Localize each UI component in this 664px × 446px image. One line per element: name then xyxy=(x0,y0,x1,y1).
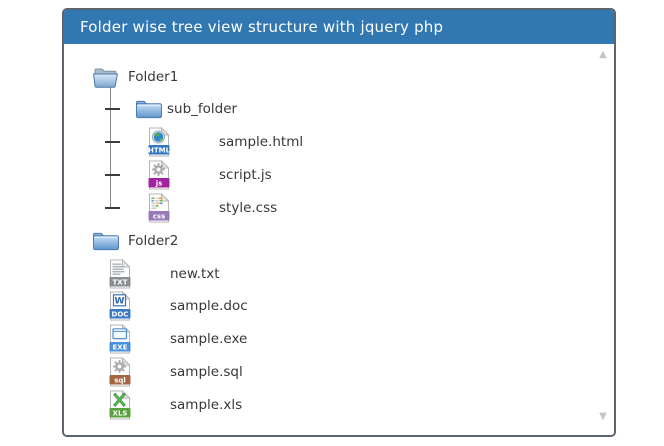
svg-text:TXT: TXT xyxy=(113,278,128,286)
tree-item-label: style.css xyxy=(219,200,278,216)
tree-item-sample-exe[interactable]: EXE sample.exe xyxy=(108,323,247,355)
tree-item-label: new.txt xyxy=(170,266,220,282)
txt-file-icon: TXT xyxy=(108,259,132,289)
tree-item-label: sample.doc xyxy=(170,298,248,314)
css-file-icon: css xyxy=(147,193,171,223)
svg-text:css: css xyxy=(153,212,165,220)
tree-branch-line xyxy=(110,78,111,208)
tree-item-folder1[interactable]: Folder1 xyxy=(91,61,178,93)
tree-item-label: Folder1 xyxy=(128,69,179,85)
tree-item-label: sub_folder xyxy=(167,101,238,117)
tree-item-sample-doc[interactable]: W DOC sample.doc xyxy=(108,290,248,322)
treeview-panel: Folder wise tree view structure with jqu… xyxy=(62,8,616,437)
closed-folder-icon xyxy=(91,230,121,252)
tree-item-label: sample.xls xyxy=(170,397,243,413)
svg-text:DOC: DOC xyxy=(112,310,129,318)
tree-item-style-css[interactable]: css style.css xyxy=(105,192,277,224)
tree-item-sample-sql[interactable]: sql sample.sql xyxy=(108,356,243,388)
closed-folder-icon xyxy=(134,98,164,120)
tree-item-label: script.js xyxy=(219,167,272,183)
tree-item-label: sample.sql xyxy=(170,364,243,380)
open-folder-icon xyxy=(91,65,121,89)
svg-text:js: js xyxy=(155,179,163,187)
tree-item-label: Folder2 xyxy=(128,233,179,249)
tree-connector xyxy=(105,141,120,143)
svg-text:XLS: XLS xyxy=(113,409,128,417)
tree-item-sample-xls[interactable]: XLS sample.xls xyxy=(108,389,242,421)
tree-item-label: sample.exe xyxy=(170,331,248,347)
tree-connector xyxy=(105,207,120,209)
scroll-up-arrow[interactable]: ▲ xyxy=(599,49,607,60)
doc-file-icon: W DOC xyxy=(108,291,132,321)
xls-file-icon: XLS xyxy=(108,390,132,420)
tree-container: Folder1 sub_folder HTML xyxy=(64,44,614,435)
svg-text:EXE: EXE xyxy=(113,343,128,351)
tree-item-label: sample.html xyxy=(219,134,304,150)
tree-item-script-js[interactable]: js script.js xyxy=(105,159,272,191)
panel-header: Folder wise tree view structure with jqu… xyxy=(64,10,614,44)
panel-title: Folder wise tree view structure with jqu… xyxy=(80,18,444,36)
js-file-icon: js xyxy=(147,160,171,190)
exe-file-icon: EXE xyxy=(108,324,132,354)
tree-connector xyxy=(105,108,120,110)
svg-text:W: W xyxy=(115,297,125,307)
scroll-down-arrow[interactable]: ▼ xyxy=(599,411,607,422)
svg-text:HTML: HTML xyxy=(148,146,171,154)
tree-item-sub-folder[interactable]: sub_folder xyxy=(105,93,237,125)
tree-item-sample-html[interactable]: HTML sample.html xyxy=(105,126,303,158)
tree-connector xyxy=(105,174,120,176)
svg-text:sql: sql xyxy=(114,376,126,384)
sql-file-icon: sql xyxy=(108,357,132,387)
tree-item-folder2[interactable]: Folder2 xyxy=(91,225,178,257)
html-file-icon: HTML xyxy=(147,127,171,157)
tree-item-new-txt[interactable]: TXT new.txt xyxy=(108,258,220,290)
